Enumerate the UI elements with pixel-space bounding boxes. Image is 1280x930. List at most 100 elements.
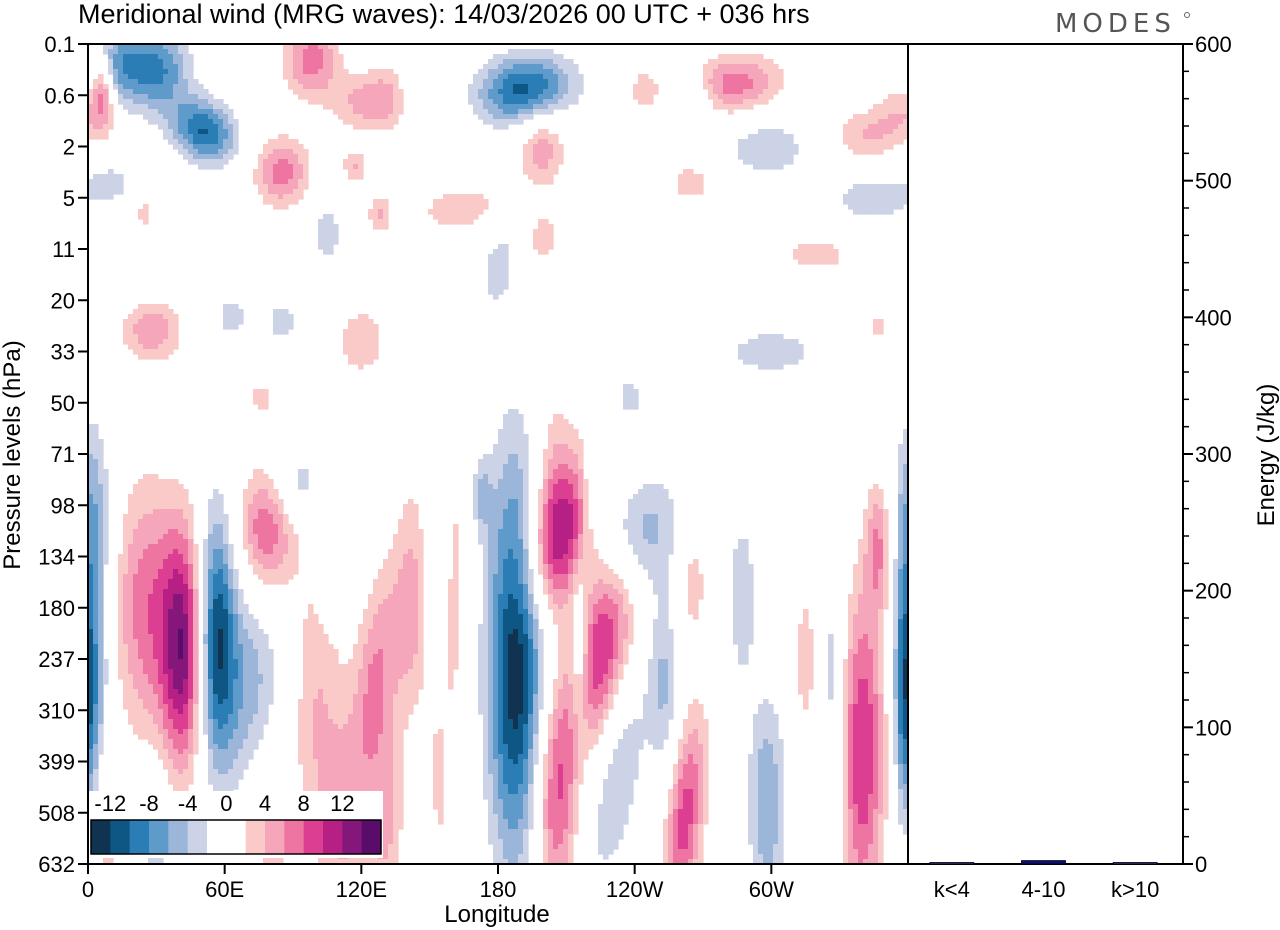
field-cell	[703, 64, 709, 70]
field-cell	[863, 574, 869, 580]
field-cell	[508, 624, 514, 630]
field-cell	[178, 509, 184, 515]
field-cell	[548, 64, 554, 70]
field-cell	[878, 634, 884, 640]
field-cell	[478, 514, 484, 520]
field-cell	[143, 74, 149, 80]
field-cell	[573, 584, 579, 590]
field-cell	[523, 569, 529, 575]
field-cell	[898, 499, 904, 505]
field-cell	[173, 484, 179, 490]
field-cell	[98, 94, 104, 100]
field-cell	[523, 544, 529, 550]
field-cell	[483, 524, 489, 530]
field-cell	[643, 534, 649, 540]
field-cell	[218, 494, 224, 500]
field-cell	[208, 544, 214, 550]
field-cell	[478, 464, 484, 470]
field-cell	[403, 634, 409, 640]
field-cell	[268, 179, 274, 185]
field-cell	[313, 59, 319, 65]
field-cell	[733, 579, 739, 585]
field-cell	[553, 519, 559, 525]
field-cell	[538, 564, 544, 570]
field-cell	[663, 634, 669, 640]
field-cell	[318, 79, 324, 85]
field-cell	[498, 284, 504, 290]
field-cell	[473, 199, 479, 205]
field-cell	[548, 429, 554, 435]
field-cell	[878, 599, 884, 605]
field-cell	[283, 54, 289, 60]
field-cell	[553, 464, 559, 470]
field-cell	[548, 449, 554, 455]
field-cell	[883, 109, 889, 115]
field-cell	[488, 484, 494, 490]
field-cell	[493, 499, 499, 505]
field-cell	[503, 634, 509, 640]
field-cell	[738, 89, 744, 95]
field-cell	[113, 74, 119, 80]
field-cell	[873, 534, 879, 540]
field-cell	[488, 539, 494, 545]
field-cell	[408, 639, 414, 645]
field-cell	[138, 634, 144, 640]
field-cell	[398, 634, 404, 640]
field-cell	[523, 459, 529, 465]
field-cell	[608, 599, 614, 605]
field-cell	[868, 534, 874, 540]
field-cell	[243, 509, 249, 515]
field-cell	[748, 589, 754, 595]
field-cell	[883, 119, 889, 125]
field-cell	[643, 559, 649, 565]
field-cell	[493, 534, 499, 540]
field-cell	[878, 119, 884, 125]
field-cell	[143, 534, 149, 540]
field-cell	[663, 609, 669, 615]
field-cell	[293, 54, 299, 60]
field-cell	[148, 549, 154, 555]
field-cell	[228, 144, 234, 150]
field-cell	[218, 574, 224, 580]
field-cell	[873, 329, 879, 335]
field-cell	[123, 514, 129, 520]
field-cell	[863, 539, 869, 545]
field-cell	[178, 559, 184, 565]
field-cell	[558, 609, 564, 615]
field-cell	[138, 324, 144, 330]
field-cell	[133, 564, 139, 570]
field-cell	[183, 599, 189, 605]
field-cell	[883, 99, 889, 105]
field-cell	[638, 504, 644, 510]
field-cell	[118, 604, 124, 610]
field-cell	[168, 579, 174, 585]
field-cell	[278, 134, 284, 140]
field-cell	[873, 614, 879, 620]
field-cell	[208, 539, 214, 545]
field-cell	[128, 539, 134, 545]
field-cell	[868, 609, 874, 615]
field-cell	[578, 89, 584, 95]
field-cell	[143, 214, 149, 220]
field-cell	[413, 529, 419, 535]
field-cell	[488, 619, 494, 625]
field-cell	[348, 99, 354, 105]
field-cell	[538, 549, 544, 555]
field-cell	[383, 569, 389, 575]
field-cell	[528, 604, 534, 610]
field-cell	[163, 134, 169, 140]
field-cell	[743, 79, 749, 85]
field-cell	[338, 64, 344, 70]
field-cell	[248, 629, 254, 635]
field-cell	[493, 614, 499, 620]
chart-title: Meridional wind (MRG waves): 14/03/2026 …	[78, 0, 810, 29]
field-cell	[578, 484, 584, 490]
field-cell	[168, 79, 174, 85]
field-cell	[773, 69, 779, 75]
field-cell	[123, 69, 129, 75]
field-cell	[743, 344, 749, 350]
field-cell	[878, 589, 884, 595]
field-cell	[743, 579, 749, 585]
field-cell	[878, 594, 884, 600]
field-cell	[273, 549, 279, 555]
